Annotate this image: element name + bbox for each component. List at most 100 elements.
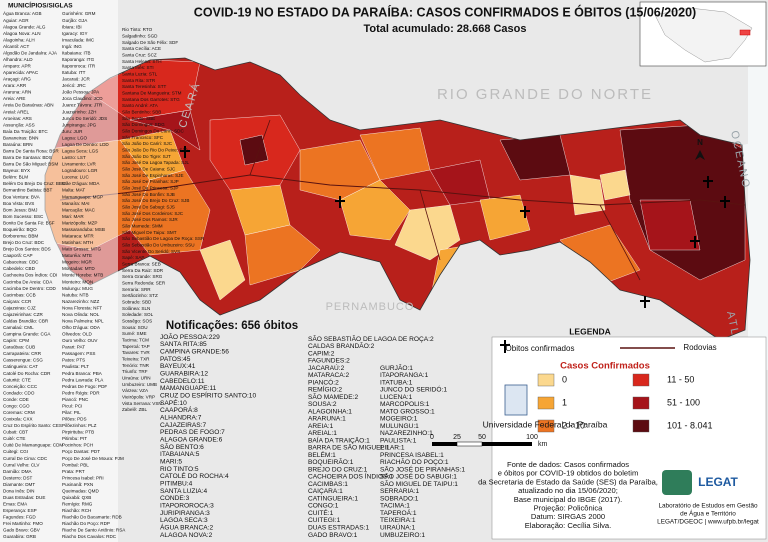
municipality-entry: Gurjão: GJA	[62, 18, 88, 23]
death-entry: TACIMA:1	[380, 503, 410, 510]
death-entry: CABEDELO:11	[160, 378, 205, 385]
municipality-entry: Areia De Baraúnas: ABN	[3, 103, 54, 108]
municipality-entry: Pitimbu: PIT	[62, 436, 87, 441]
death-entry: CRUZ DO ESPÍRITO SANTO:10	[160, 390, 256, 399]
death-entry: TEIXEIRA:1	[380, 517, 416, 524]
neighbor-label: RIO GRANDE DO NORTE	[437, 86, 653, 103]
death-entry: BAYEUX:41	[160, 363, 196, 370]
municipality-entry: Cuitegi: CGI	[3, 449, 28, 454]
municipality-entry: Gado Bravo: GBV	[3, 528, 41, 533]
municipality-entry: Nova Palmeira: NPL	[62, 318, 104, 323]
municipality-entry: Natuba: NTB	[62, 292, 89, 297]
municipality-entry: Igaracy: IGY	[62, 31, 88, 36]
legend-title: LEGENDA	[569, 326, 611, 336]
death-entry: ALAGOINHA:1	[308, 408, 352, 415]
municipality-entry: Areial: AREL	[3, 109, 29, 114]
municipality-entry: São João Do Tigre: SJT	[122, 154, 171, 159]
death-entry: SANTA LUZIA:4	[160, 488, 207, 495]
municipality-entry: Soledade: SOL	[122, 312, 154, 317]
municipality-entry: Diamante: DMT	[3, 482, 35, 487]
municipality-entry: São Francisco: SFC	[122, 135, 164, 140]
source-line: atualizado no dia 15/06/2020;	[518, 486, 618, 495]
death-marker	[720, 196, 730, 208]
municipality-entry: Sobrado: SBD	[122, 300, 152, 305]
municipality-entry: Juarez Távora: JTR	[62, 103, 103, 108]
municipality-entry: Livramento: LVR	[62, 162, 97, 167]
municipality-entry: São José De Piranhas: SJP	[122, 179, 179, 184]
municipality-entry: Nazarezinho: NZZ	[62, 299, 99, 304]
municipality-entry: Coremas: CRM	[3, 410, 35, 415]
death-entry: PAULISTA:1	[380, 437, 417, 444]
municipality-entry: Mataraca: MTR	[62, 233, 94, 238]
municipality-entry: Lagoa De Dentro: LDD	[62, 142, 109, 147]
municipality-entry: Remígio: RMG	[62, 502, 93, 507]
legend-label: 51 - 100	[667, 397, 700, 407]
municipality-entry: Belém: BLM	[3, 175, 28, 180]
municipality-entry: Picuí: PCI	[62, 403, 82, 408]
municipality-entry: Junco Do Seridó: JDS	[62, 116, 107, 121]
road	[249, 119, 641, 281]
municipality-entry: Sertãozinho: STZ	[122, 293, 158, 298]
death-marker	[180, 146, 190, 158]
municipality-entry: Salgado De São Félix: SDF	[122, 40, 178, 45]
municipality-entry: Condado: CDO	[3, 390, 35, 395]
municipality-entry: Pedra Lavrada: PLA	[62, 377, 104, 382]
death-entry: CACIMBAS:1	[308, 481, 348, 488]
municipality-entry: Triunfo: TRF	[122, 369, 148, 374]
municipality-entry: Matinhas: MTH	[62, 240, 93, 245]
municipality-entry: Marizópolis: MZP	[62, 220, 97, 225]
death-entry: LUCENA:1	[380, 394, 413, 401]
death-entry: AREIAL:1	[308, 430, 337, 437]
state-border	[44, 57, 751, 341]
municipality-entry: São José De Espinharas: SJE	[122, 173, 184, 178]
municipality-entry: Água Branca: AGB	[3, 10, 42, 16]
municipality-entry: Santana Dos Garrotes: STG	[122, 97, 180, 102]
municipality-entry: Casserengue: CSG	[3, 358, 43, 363]
municipality-entry: Lagoa Seca: LGS	[62, 149, 98, 154]
municipality	[339, 179, 411, 241]
death-entry: BELÉM:1	[308, 450, 336, 459]
municipality-entry: Santa Inês: STI	[122, 65, 154, 70]
lab-line: de Água e Território	[680, 509, 736, 518]
municipality-entry: Juazeirinho: JZH	[62, 109, 96, 114]
municipality-entry: Riacho Dos Cavalos: RDC	[62, 534, 117, 539]
legend-cases-title: Casos Confirmados	[560, 361, 650, 372]
death-entry: SÃO SEBASTIÃO DE LAGOA DE ROÇA:2	[308, 334, 434, 343]
legend-roads-label: Rodovias	[683, 343, 716, 352]
municipality-entry: São José Do Brejo Do Cruz: SJB	[122, 198, 189, 203]
death-entry: ITAPORANGA:1	[380, 372, 429, 379]
municipality-entry: Sousa: SOU	[122, 325, 148, 330]
municipality-entry: São Domingos: SDG	[122, 122, 165, 127]
municipality-entry: Bayeux: BYX	[3, 168, 30, 173]
municipality-entry: Olivedos: OLD	[62, 332, 93, 337]
municipality-entry: Teixeira: TXR	[122, 357, 150, 362]
municipality-entry: São João Do Rio Do Peixe: SJP	[122, 148, 188, 153]
death-entry: JUNCO DO SERIDÓ:1	[380, 385, 447, 394]
death-entry: CAMPINA GRANDE:56	[160, 348, 229, 355]
municipality-entry: Poço De José De Moura: PJM	[62, 456, 124, 461]
municipality-entry: Cubati: CBT	[3, 430, 28, 435]
municipality-entry: Borborema: BBM	[3, 233, 38, 238]
death-entry: CAPIM:2	[308, 350, 335, 357]
municipality-entry: Jacaraú: JCR	[62, 77, 91, 82]
death-entry: ITATUBA:1	[380, 379, 413, 386]
municipality-entry: São Vicente Do Seridó: SVS	[122, 249, 180, 254]
municipality-entry: Catingueira: CAT	[3, 364, 38, 369]
death-entry: ALAGOA NOVA:2	[160, 532, 213, 539]
north-label: N	[697, 138, 703, 147]
legend-label: 2 - 10	[562, 420, 585, 430]
municipality-entry: São José Do Sabugi: SJS	[122, 205, 175, 210]
municipality-entry: Cacimbas: CCB	[3, 292, 36, 297]
municipality-entry: Boqueirão: BQO	[3, 227, 37, 232]
municipality-entry: Areia: ARE	[3, 96, 25, 101]
municipality-entry: Pilões: PDS	[62, 417, 87, 422]
municipality-entry: Caiçara: CCR	[3, 299, 32, 304]
municipality-entry: Baía Da Traição: BTC	[3, 129, 48, 134]
death-entry: MARCOPOLIS:1	[380, 401, 430, 408]
municipality-entry: Arara: ARR	[3, 83, 27, 88]
